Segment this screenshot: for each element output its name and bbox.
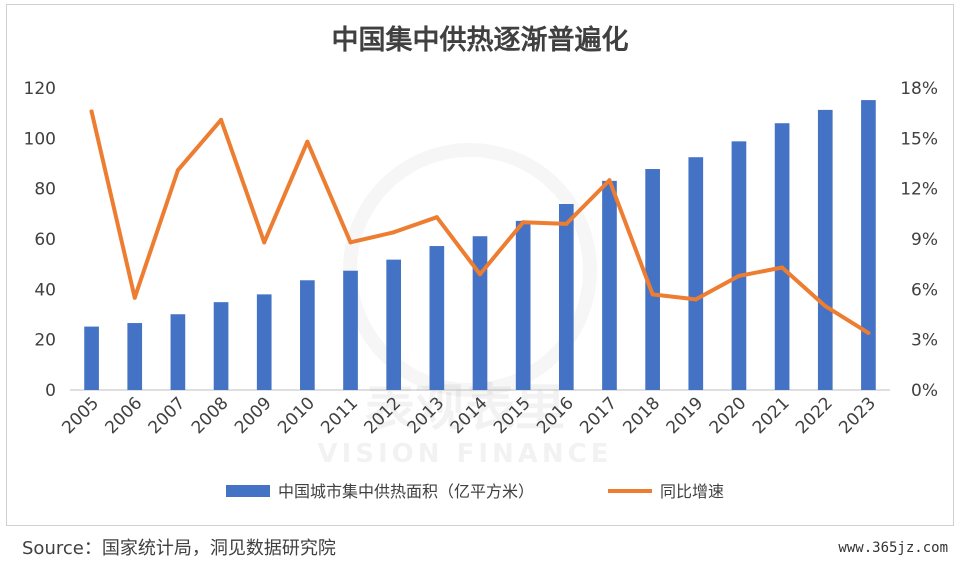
line-point (823, 304, 828, 309)
line-point (175, 168, 180, 173)
y-right-tick-label: 6% (911, 280, 938, 300)
y-right-tick-label: 0% (911, 381, 938, 401)
bar (602, 180, 617, 390)
bar (256, 294, 272, 390)
watermark-logo (350, 150, 590, 390)
bar (170, 314, 186, 390)
bar (84, 326, 99, 390)
legend-bar-label: 中国城市集中供热面积（亿平方米） (278, 482, 534, 501)
x-tick-label: 2018 (619, 393, 664, 438)
source-note: Source：国家统计局，洞见数据研究院 (22, 538, 336, 559)
x-tick-label: 2021 (749, 393, 794, 438)
line-point (434, 215, 439, 220)
line-point (348, 240, 353, 245)
line-point (607, 178, 612, 183)
y-right-tick-label: 9% (911, 230, 938, 250)
bar (645, 169, 660, 390)
line-point (391, 230, 396, 235)
line-point (564, 221, 569, 226)
legend-bar-swatch (226, 485, 270, 497)
line-point (736, 273, 741, 278)
y-right-tick-label: 15% (900, 129, 938, 149)
y-left-tick-label: 120 (24, 79, 56, 99)
y-left-tick-label: 40 (34, 280, 56, 300)
x-tick-label: 2006 (102, 393, 147, 438)
line-point (89, 109, 94, 114)
bar (861, 100, 876, 390)
y-left-tick-label: 100 (24, 129, 56, 149)
x-tick-label: 2017 (576, 393, 621, 438)
line-point (521, 220, 526, 225)
bar (515, 220, 531, 390)
bar (558, 204, 574, 390)
line-point (780, 265, 785, 270)
bar (213, 302, 229, 390)
x-tick-label: 2019 (663, 393, 708, 438)
bar (688, 157, 704, 390)
x-tick-label: 2005 (58, 393, 103, 438)
bar (731, 141, 747, 390)
chart-title: 中国集中供热逐渐普遍化 (331, 25, 629, 56)
bar (386, 259, 402, 390)
x-tick-label: 2023 (835, 393, 880, 438)
line-point (650, 292, 655, 297)
line-point (866, 330, 871, 335)
line-point (305, 139, 310, 144)
bar (127, 323, 143, 390)
watermark-en: VISION FINANCE (317, 439, 612, 469)
x-tick-label: 2020 (706, 393, 751, 438)
y-left-tick-label: 60 (34, 230, 56, 250)
bar (343, 270, 358, 390)
line-point (693, 297, 698, 302)
bar (472, 236, 488, 390)
y-left-tick-label: 80 (34, 180, 56, 200)
x-tick-label: 2010 (274, 393, 319, 438)
line-point (132, 295, 137, 300)
x-tick-label: 2009 (231, 393, 276, 438)
x-tick-label: 2007 (145, 393, 190, 438)
bar (817, 109, 833, 391)
x-tick-label: 2008 (188, 393, 233, 438)
bar (429, 246, 445, 390)
y-right-tick-label: 12% (900, 180, 938, 200)
line-point (262, 240, 267, 245)
bar (300, 280, 315, 390)
y-right-tick-label: 3% (911, 331, 938, 351)
line-point (219, 117, 224, 122)
site-watermark: www.365jz.com (838, 540, 948, 556)
bar (774, 123, 790, 390)
y-left-tick-label: 20 (34, 331, 56, 351)
y-right-tick-label: 18% (900, 79, 938, 99)
legend-line-label: 同比增速 (660, 482, 724, 501)
line-point (478, 272, 482, 277)
x-tick-label: 2022 (792, 393, 837, 438)
y-left-tick-label: 0 (45, 381, 56, 401)
x-tick-label: 2011 (317, 393, 362, 438)
